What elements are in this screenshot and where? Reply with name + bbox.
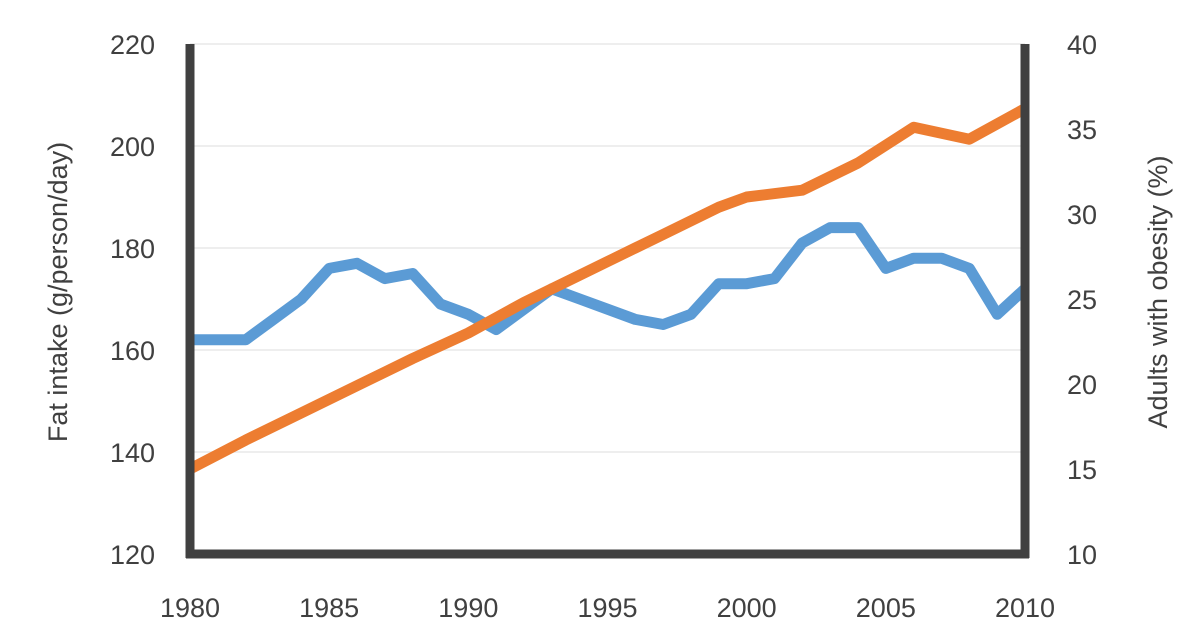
series-layer — [187, 103, 1029, 474]
y-left-tick-label: 120 — [110, 540, 155, 570]
axes — [185, 44, 1030, 559]
tick-labels: 120 140 160 180 200 220 10 15 20 25 30 35 40 1980 1985… — [110, 30, 1097, 623]
y-right-tick-label: 15 — [1067, 455, 1097, 485]
y-left-tick-label: 220 — [110, 30, 155, 60]
y-right-tick-label: 20 — [1067, 370, 1097, 400]
x-tick-label: 1985 — [299, 593, 359, 623]
y-left-tick-label: 200 — [110, 132, 155, 162]
right-axis-title: Adults with obesity (%) — [1143, 155, 1173, 428]
y-right-tick-label: 30 — [1067, 200, 1097, 230]
x-tick-label: 1995 — [577, 593, 637, 623]
fat-intake-series-line — [190, 222, 1029, 346]
obesity-series-line — [187, 103, 1028, 474]
y-left-tick-label: 140 — [110, 438, 155, 468]
x-tick-label: 2000 — [717, 593, 777, 623]
y-right-tick-label: 25 — [1067, 285, 1097, 315]
y-right-tick-label: 40 — [1067, 30, 1097, 60]
x-tick-label: 2005 — [856, 593, 916, 623]
y-right-tick-label: 10 — [1067, 540, 1097, 570]
x-tick-label: 1980 — [160, 593, 220, 623]
y-right-tick-label: 35 — [1067, 115, 1097, 145]
x-tick-label: 2010 — [995, 593, 1055, 623]
gridlines — [190, 43, 1025, 555]
left-axis-title: Fat intake (g/person/day) — [43, 142, 73, 442]
y-left-tick-label: 160 — [110, 336, 155, 366]
y-left-tick-label: 180 — [110, 234, 155, 264]
x-tick-label: 1990 — [438, 593, 498, 623]
